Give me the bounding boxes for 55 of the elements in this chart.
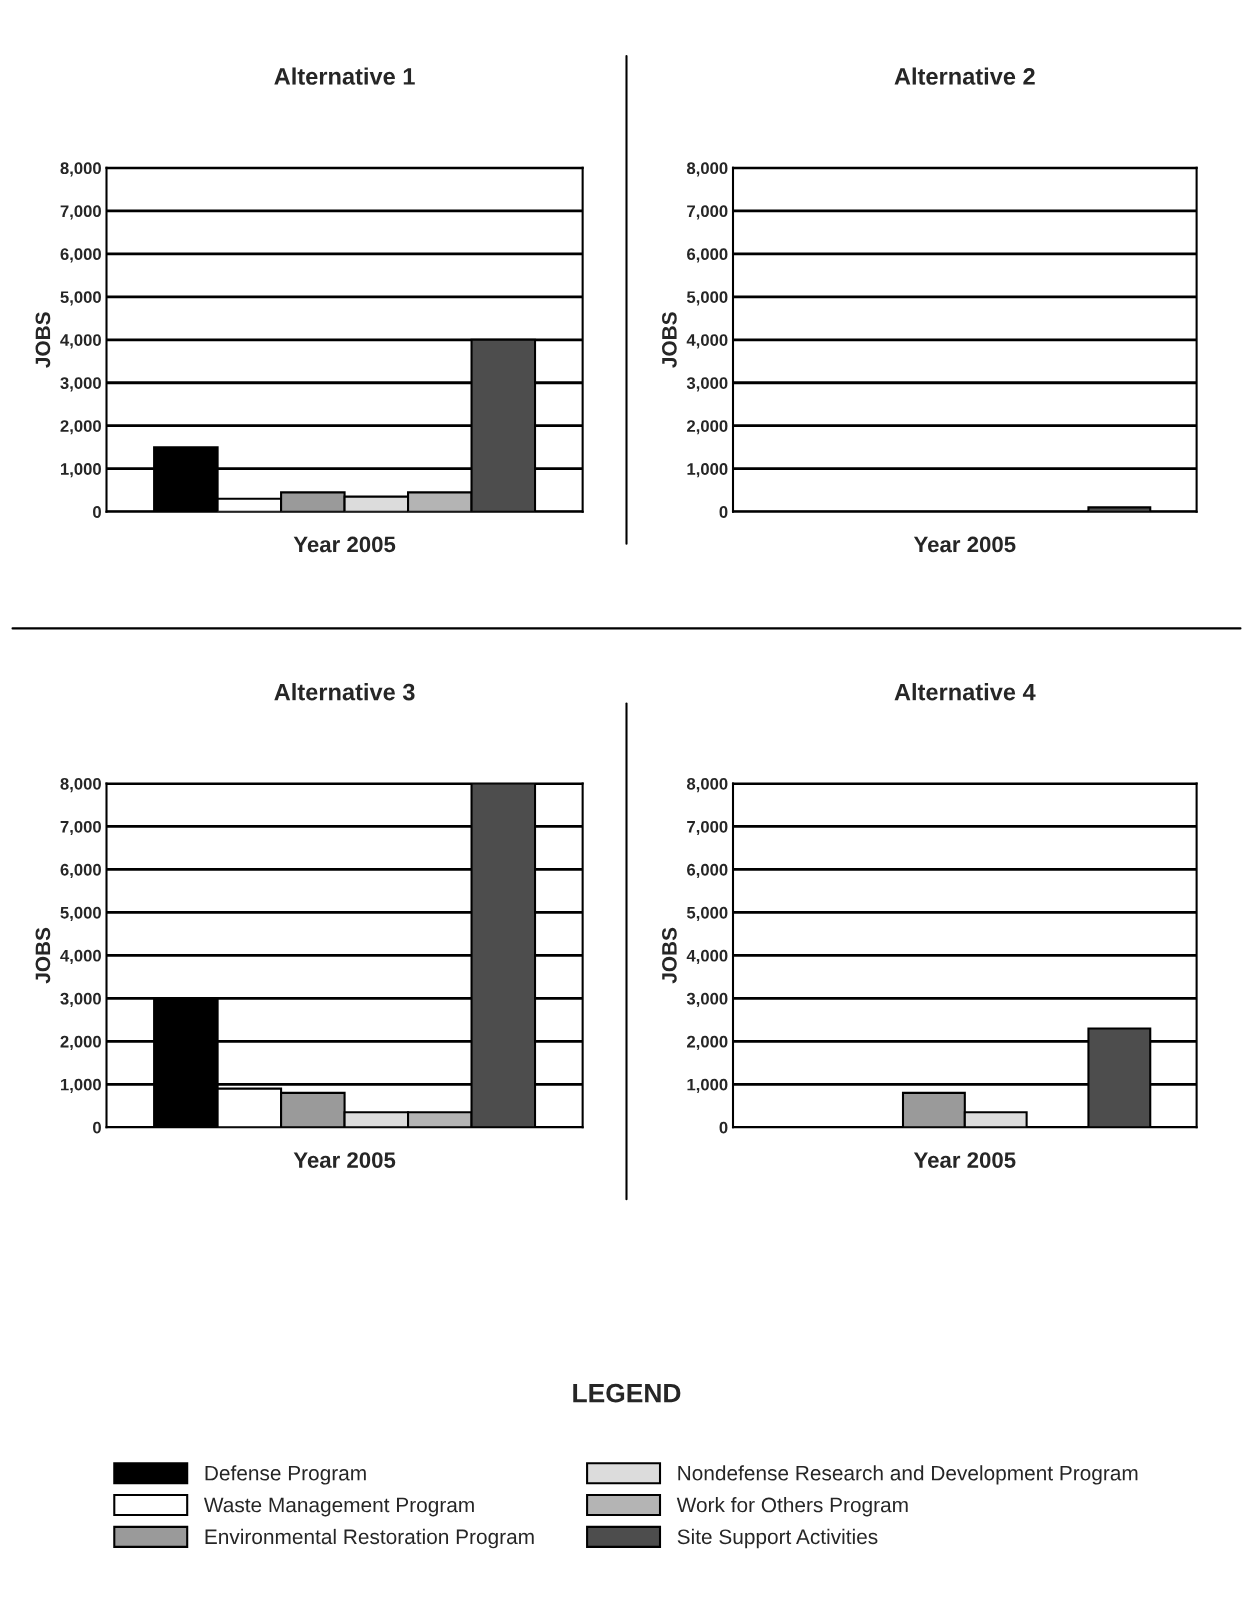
y-axis-title: JOBS: [35, 927, 51, 984]
y-tick-label: 0: [719, 1121, 728, 1134]
legend-label: Environmental Restoration Program: [205, 1528, 534, 1549]
chart-title: Alternative 4: [894, 683, 1036, 701]
legend-label: Nondefense Research and Development Program: [678, 1465, 1138, 1485]
y-tick-label: 7,000: [60, 205, 101, 220]
y-tick-label: 0: [719, 506, 728, 518]
y-tick-label: 2,000: [60, 420, 101, 435]
y-tick-label: 3,000: [60, 992, 101, 1007]
y-tick-label: 8,000: [686, 162, 728, 177]
y-tick-label: 3,000: [686, 377, 728, 392]
y-tick-label: 0: [93, 506, 101, 518]
legend-label: Site Support Activities: [677, 1528, 878, 1549]
chart-title: Alternative 3: [274, 683, 415, 701]
y-tick-label: 6,000: [687, 248, 728, 263]
y-tick-label: 2,000: [687, 1035, 728, 1050]
y-tick-label: 3,000: [60, 377, 101, 392]
y-tick-label: 5,000: [60, 291, 101, 306]
y-tick-label: 4,000: [60, 949, 101, 965]
y-tick-label: 8,000: [686, 777, 728, 793]
chart-title: Alternative 1: [274, 67, 415, 85]
y-tick-label: 1,000: [687, 1078, 728, 1093]
y-tick-label: 2,000: [687, 420, 728, 435]
y-tick-label: 6,000: [60, 248, 101, 263]
x-axis-title: Year 2005: [913, 1152, 1016, 1168]
y-tick-label: 5,000: [686, 906, 728, 922]
y-tick-label: 2,000: [60, 1035, 101, 1050]
y-tick-label: 5,000: [60, 906, 101, 922]
y-tick-label: 7,000: [60, 820, 101, 836]
x-axis-title: Year 2005: [913, 536, 1016, 553]
y-tick-label: 1,000: [687, 463, 728, 478]
y-tick-label: 7,000: [687, 820, 728, 836]
y-tick-label: 4,000: [60, 334, 101, 349]
y-tick-label: 0: [93, 1121, 101, 1134]
y-tick-label: 3,000: [686, 992, 728, 1007]
legend-label: Work for Others Program: [676, 1497, 908, 1517]
chart-title: Alternative 2: [894, 67, 1035, 85]
y-axis-title: JOBS: [662, 927, 677, 984]
y-axis-title: JOBS: [662, 312, 677, 368]
x-axis-title: Year 2005: [293, 1152, 396, 1168]
y-axis-title: JOBS: [35, 312, 51, 368]
legend-label: Defense Program: [205, 1465, 366, 1485]
y-tick-label: 4,000: [686, 949, 728, 965]
legend-title: LEGEND: [573, 1383, 681, 1403]
legend-label: Waste Management Program: [203, 1497, 474, 1517]
y-tick-label: 4,000: [686, 334, 728, 349]
y-tick-label: 7,000: [687, 205, 728, 220]
x-axis-title: Year 2005: [293, 536, 396, 553]
y-tick-label: 5,000: [686, 291, 728, 306]
y-tick-label: 8,000: [60, 777, 101, 793]
y-tick-label: 6,000: [687, 863, 728, 879]
y-tick-label: 1,000: [60, 463, 101, 478]
y-tick-label: 8,000: [60, 162, 101, 177]
y-tick-label: 1,000: [60, 1078, 101, 1093]
y-tick-label: 6,000: [60, 863, 101, 879]
